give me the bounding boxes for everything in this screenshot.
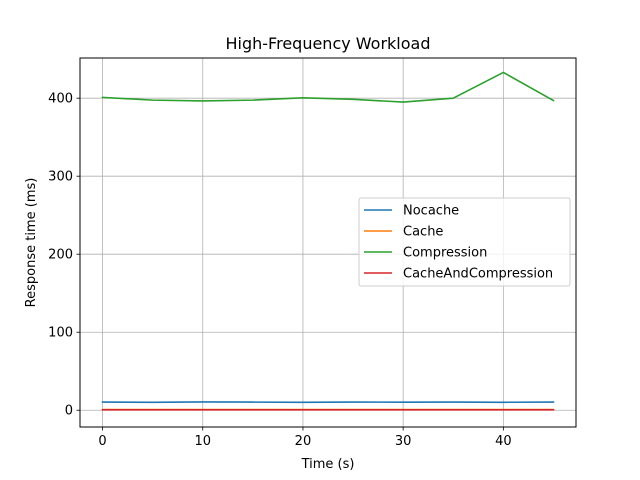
plot-frame <box>79 57 577 428</box>
legend: Nocache Cache Compression CacheAndCompressi… <box>358 197 571 287</box>
y-tick-label: 400 <box>48 92 73 107</box>
y-tick-label: 100 <box>48 326 73 341</box>
series-lines <box>101 71 555 411</box>
series-line-compression <box>101 71 555 103</box>
x-tick-label: 0 <box>98 434 106 449</box>
y-axis-label: Response time (ms) <box>24 178 39 308</box>
x-tick-label: 40 <box>495 434 512 449</box>
legend-label-compression: Compression <box>403 246 487 261</box>
x-tick-label: 20 <box>295 434 312 449</box>
y-tick-label: 200 <box>48 248 73 263</box>
chart-title: High-Frequency Workload <box>226 34 431 53</box>
legend-label-cache-and-compression: CacheAndCompression <box>403 267 553 282</box>
legend-box <box>358 197 571 287</box>
y-tick-label: 300 <box>48 170 73 185</box>
y-tick-label: 0 <box>65 404 73 419</box>
legend-label-cache: Cache <box>403 225 443 240</box>
x-tick-label: 30 <box>395 434 412 449</box>
x-tick-label: 10 <box>194 434 211 449</box>
legend-label-nocache: Nocache <box>403 204 459 219</box>
x-axis-label: Time (s) <box>301 457 355 472</box>
